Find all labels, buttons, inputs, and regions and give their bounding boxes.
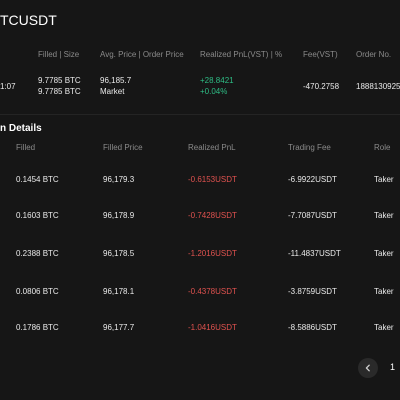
details-header-role: Role — [374, 143, 391, 152]
table-row: 0.1603 BTC 96,178.9 -0.7428USDT -7.7087U… — [0, 197, 400, 235]
row-filled: 0.1454 BTC — [16, 175, 59, 184]
chevron-left-icon — [365, 364, 370, 372]
table-row: 0.0806 BTC 96,178.1 -0.4378USDT -3.8759U… — [0, 273, 400, 311]
row-realized-pnl: -0.4378USDT — [188, 287, 237, 296]
current-page-number[interactable]: 1 — [390, 362, 396, 372]
details-header-trading-fee: Trading Fee — [288, 143, 331, 152]
order-time: 1:07 — [0, 82, 16, 91]
row-filled-price: 96,177.7 — [103, 323, 135, 332]
row-filled-price: 96,178.9 — [103, 211, 135, 220]
table-row: 0.2388 BTC 96,178.5 -1.2016USDT -11.4837… — [0, 235, 400, 273]
header-realized-pnl: Realized PnL(VST) | % — [200, 50, 283, 59]
header-order-no: Order No. — [356, 50, 392, 59]
order-size: 9.7785 BTC — [38, 87, 81, 96]
previous-page-button[interactable] — [358, 358, 378, 378]
header-avg-order-price: Avg. Price | Order Price — [100, 50, 184, 59]
row-filled: 0.2388 BTC — [16, 249, 59, 258]
order-pnl-percent: +0.04% — [200, 87, 228, 96]
order-pnl: +28.8421 — [200, 76, 234, 85]
row-filled: 0.0806 BTC — [16, 287, 59, 296]
row-filled-price: 96,179.3 — [103, 175, 135, 184]
row-role: Taker — [374, 175, 394, 184]
row-filled: 0.1603 BTC — [16, 211, 59, 220]
row-role: Taker — [374, 211, 394, 220]
table-row: 0.1454 BTC 96,179.3 -0.6153USDT -6.9922U… — [0, 159, 400, 197]
row-trading-fee: -7.7087USDT — [288, 211, 337, 220]
row-trading-fee: -3.8759USDT — [288, 287, 337, 296]
row-trading-fee: -8.5886USDT — [288, 323, 337, 332]
order-avg-price: 96,185.7 — [100, 76, 132, 85]
row-filled-price: 96,178.1 — [103, 287, 135, 296]
row-realized-pnl: -0.6153USDT — [188, 175, 237, 184]
row-trading-fee: -11.4837USDT — [288, 249, 341, 258]
order-fee: -470.2758 — [303, 82, 340, 91]
row-role: Taker — [374, 287, 394, 296]
order-filled: 9.7785 BTC — [38, 76, 81, 85]
order-number: 18881309253 — [356, 82, 400, 91]
header-fee: Fee(VST) — [303, 50, 338, 59]
order-row[interactable]: 1:07 9.7785 BTC 9.7785 BTC 96,185.7 Mark… — [0, 70, 400, 102]
row-realized-pnl: -1.0416USDT — [188, 323, 237, 332]
table-row: 0.1786 BTC 96,177.7 -1.0416USDT -8.5886U… — [0, 311, 400, 349]
row-role: Taker — [374, 323, 394, 332]
row-role: Taker — [374, 249, 394, 258]
header-filled-size: Filled | Size — [38, 50, 80, 59]
page-title: TCUSDT — [0, 12, 57, 28]
order-price: Market — [100, 87, 125, 96]
details-header-realized-pnl: Realized PnL — [188, 143, 236, 152]
row-realized-pnl: -0.7428USDT — [188, 211, 237, 220]
row-realized-pnl: -1.2016USDT — [188, 249, 237, 258]
details-header-filled: Filled — [16, 143, 36, 152]
row-trading-fee: -6.9922USDT — [288, 175, 337, 184]
row-filled-price: 96,178.5 — [103, 249, 135, 258]
details-section-title: n Details — [0, 123, 42, 134]
row-filled: 0.1786 BTC — [16, 323, 59, 332]
details-header-filled-price: Filled Price — [103, 143, 143, 152]
section-divider — [0, 114, 400, 115]
